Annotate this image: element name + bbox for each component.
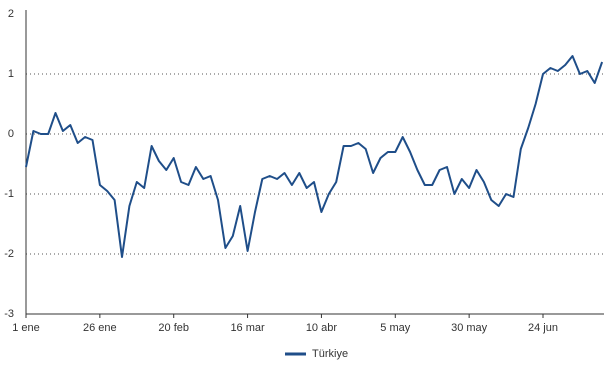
x-tick-label: 26 ene (83, 322, 117, 334)
x-tick-label: 30 may (451, 322, 488, 334)
x-tick-label: 16 mar (230, 322, 265, 334)
y-tick-label: 2 (8, 8, 14, 20)
x-tick-label: 20 feb (158, 322, 189, 334)
legend-label: Türkiye (312, 348, 348, 360)
y-tick-label: -3 (4, 308, 14, 320)
x-tick-label: 10 abr (306, 322, 338, 334)
line (25, 55, 604, 258)
y-tick-label: 0 (8, 128, 14, 140)
y-tick-label: -1 (4, 188, 14, 200)
x-tick-label: 1 ene (12, 322, 40, 334)
x-tick-label: 5 may (380, 322, 410, 334)
y-tick-label: -2 (4, 248, 14, 260)
y-tick-label: 1 (8, 68, 14, 80)
x-tick-label: 24 jun (528, 322, 558, 334)
